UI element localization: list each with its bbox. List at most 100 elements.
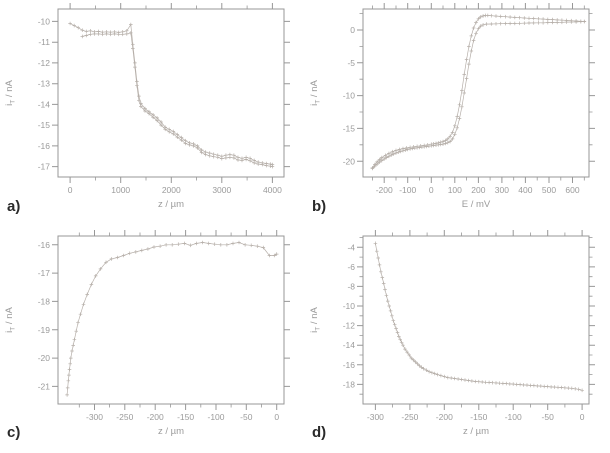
x-tick-labels: -200 -100 0 100 200 300 400 500 600 (376, 185, 580, 195)
chart-a-line-scan: 0 1000 2000 3000 4000-10-11-12-13-14-15-16-1… (4, 3, 290, 210)
svg-text:-15: -15 (38, 120, 51, 130)
svg-text:500: 500 (542, 185, 556, 195)
svg-text:-20: -20 (38, 353, 51, 363)
svg-text:-17: -17 (38, 268, 51, 278)
svg-text:200: 200 (471, 185, 485, 195)
svg-text:-200: -200 (376, 185, 393, 195)
svg-text:-19: -19 (38, 325, 51, 335)
x-tick-labels: -300 -250 -200 -150 -100 -50 0 (86, 412, 279, 422)
svg-text:-18: -18 (38, 296, 51, 306)
plot-frame (362, 235, 590, 405)
svg-text:-12: -12 (343, 321, 356, 331)
chart-d-approach-curve: -300 -250 -200 -150 -100 -50 0-4-6-8-10-12-14-… (309, 230, 595, 437)
minor-ticks (78, 232, 262, 408)
series-scan-forward (68, 21, 275, 167)
x-tick-labels: 0 1000 2000 3000 4000 (68, 185, 282, 195)
panel-d: -300 -250 -200 -150 -100 -50 0 -4 -6 -8 -10 -12 -14-… (305, 227, 610, 453)
svg-text:-4: -4 (347, 242, 355, 252)
x-axis-title: E / mV (462, 199, 491, 210)
y-axis-title: iT / nA (309, 307, 322, 333)
svg-text:-50: -50 (542, 412, 555, 422)
svg-text:2000: 2000 (162, 185, 181, 195)
panel-c: -300 -250 -200 -150 -100 -50 0 -16 -17 -18 -19 -20-… (0, 227, 305, 453)
svg-text:-21: -21 (38, 381, 51, 391)
svg-text:-200: -200 (436, 412, 453, 422)
major-ticks (52, 230, 290, 410)
svg-text:-100: -100 (505, 412, 522, 422)
svg-text:400: 400 (518, 185, 532, 195)
plot-frame (362, 8, 590, 178)
svg-text:0: 0 (274, 412, 279, 422)
panel-label-b: b) (312, 198, 327, 215)
svg-text:-250: -250 (116, 412, 133, 422)
svg-text:-13: -13 (38, 79, 51, 89)
svg-text:-14: -14 (343, 340, 356, 350)
major-ticks (357, 3, 595, 183)
chart-b-voltammogram: -200 -100 0 100 200 300 400 500 600 0 -5 -10 -15 -20 E… (309, 3, 595, 210)
y-axis-title: iT / nA (4, 80, 17, 106)
svg-text:100: 100 (448, 185, 462, 195)
svg-text:-5: -5 (347, 58, 355, 68)
panel-label-c: c) (7, 424, 21, 441)
chart-c-approach-curve: -300 -250 -200 -150 -100 -50 0-16-17-18-19-20-… (4, 230, 290, 437)
svg-text:-16: -16 (38, 240, 51, 250)
svg-text:-150: -150 (177, 412, 194, 422)
svg-text:-50: -50 (240, 412, 253, 422)
svg-text:1000: 1000 (111, 185, 130, 195)
svg-text:-150: -150 (470, 412, 487, 422)
svg-text:-300: -300 (86, 412, 103, 422)
series-approach-curve (65, 240, 279, 397)
y-tick-labels: -4 -6 -8 -10 -12 -14 -16 -18 (343, 242, 356, 389)
svg-text:-250: -250 (401, 412, 418, 422)
svg-text:-8: -8 (347, 281, 355, 291)
x-axis-title: z / µm (158, 426, 184, 437)
svg-text:-17: -17 (38, 162, 51, 172)
svg-text:-6: -6 (347, 262, 355, 272)
svg-text:0: 0 (580, 412, 585, 422)
svg-text:-16: -16 (343, 360, 356, 370)
major-ticks (52, 3, 290, 183)
svg-text:-11: -11 (38, 37, 50, 47)
svg-text:600: 600 (565, 185, 579, 195)
x-tick-labels: -300 -250 -200 -150 -100 -50 0 (367, 412, 585, 422)
svg-text:-100: -100 (207, 412, 224, 422)
series-scan-return (80, 31, 275, 169)
svg-text:300: 300 (495, 185, 509, 195)
plot-frame (57, 235, 285, 405)
minor-ticks (359, 232, 593, 408)
svg-text:-300: -300 (367, 412, 384, 422)
y-axis-title: iT / nA (4, 307, 17, 333)
x-axis-title: z / µm (158, 199, 184, 210)
svg-text:0: 0 (68, 185, 73, 195)
svg-text:-12: -12 (38, 58, 51, 68)
svg-text:-16: -16 (38, 141, 51, 151)
major-ticks (357, 230, 595, 410)
svg-text:-18: -18 (343, 379, 356, 389)
svg-text:-15: -15 (343, 123, 356, 133)
svg-text:0: 0 (429, 185, 434, 195)
series-reverse-scan (370, 13, 587, 170)
minor-ticks (95, 5, 248, 181)
svg-text:-10: -10 (343, 91, 356, 101)
x-axis-title: z / µm (463, 426, 489, 437)
y-tick-labels: -10 -11 -12 -13 -14 -15 -16 -17 (38, 16, 51, 171)
panel-label-d: d) (312, 424, 327, 441)
svg-text:-10: -10 (38, 16, 51, 26)
svg-text:-100: -100 (399, 185, 416, 195)
svg-text:-20: -20 (343, 156, 356, 166)
panel-b: -200 -100 0 100 200 300 400 500 600 0 -5 -10 -15 -20 E… (305, 0, 610, 227)
panel-a: 0 1000 2000 3000 4000 -10 -11 -12 -13 -14 -15 -16 -1… (0, 0, 305, 227)
svg-text:-10: -10 (343, 301, 356, 311)
series-approach-curve (373, 241, 584, 393)
svg-text:3000: 3000 (212, 185, 231, 195)
svg-text:-14: -14 (38, 99, 51, 109)
svg-text:0: 0 (350, 25, 355, 35)
y-tick-labels: 0 -5 -10 -15 -20 (343, 25, 356, 166)
y-tick-labels: -16 -17 -18 -19 -20 -21 (38, 240, 51, 392)
minor-ticks (359, 5, 593, 181)
svg-text:4000: 4000 (263, 185, 282, 195)
svg-text:-200: -200 (147, 412, 164, 422)
panel-label-a: a) (7, 198, 21, 215)
y-axis-title: iT / nA (309, 80, 322, 106)
